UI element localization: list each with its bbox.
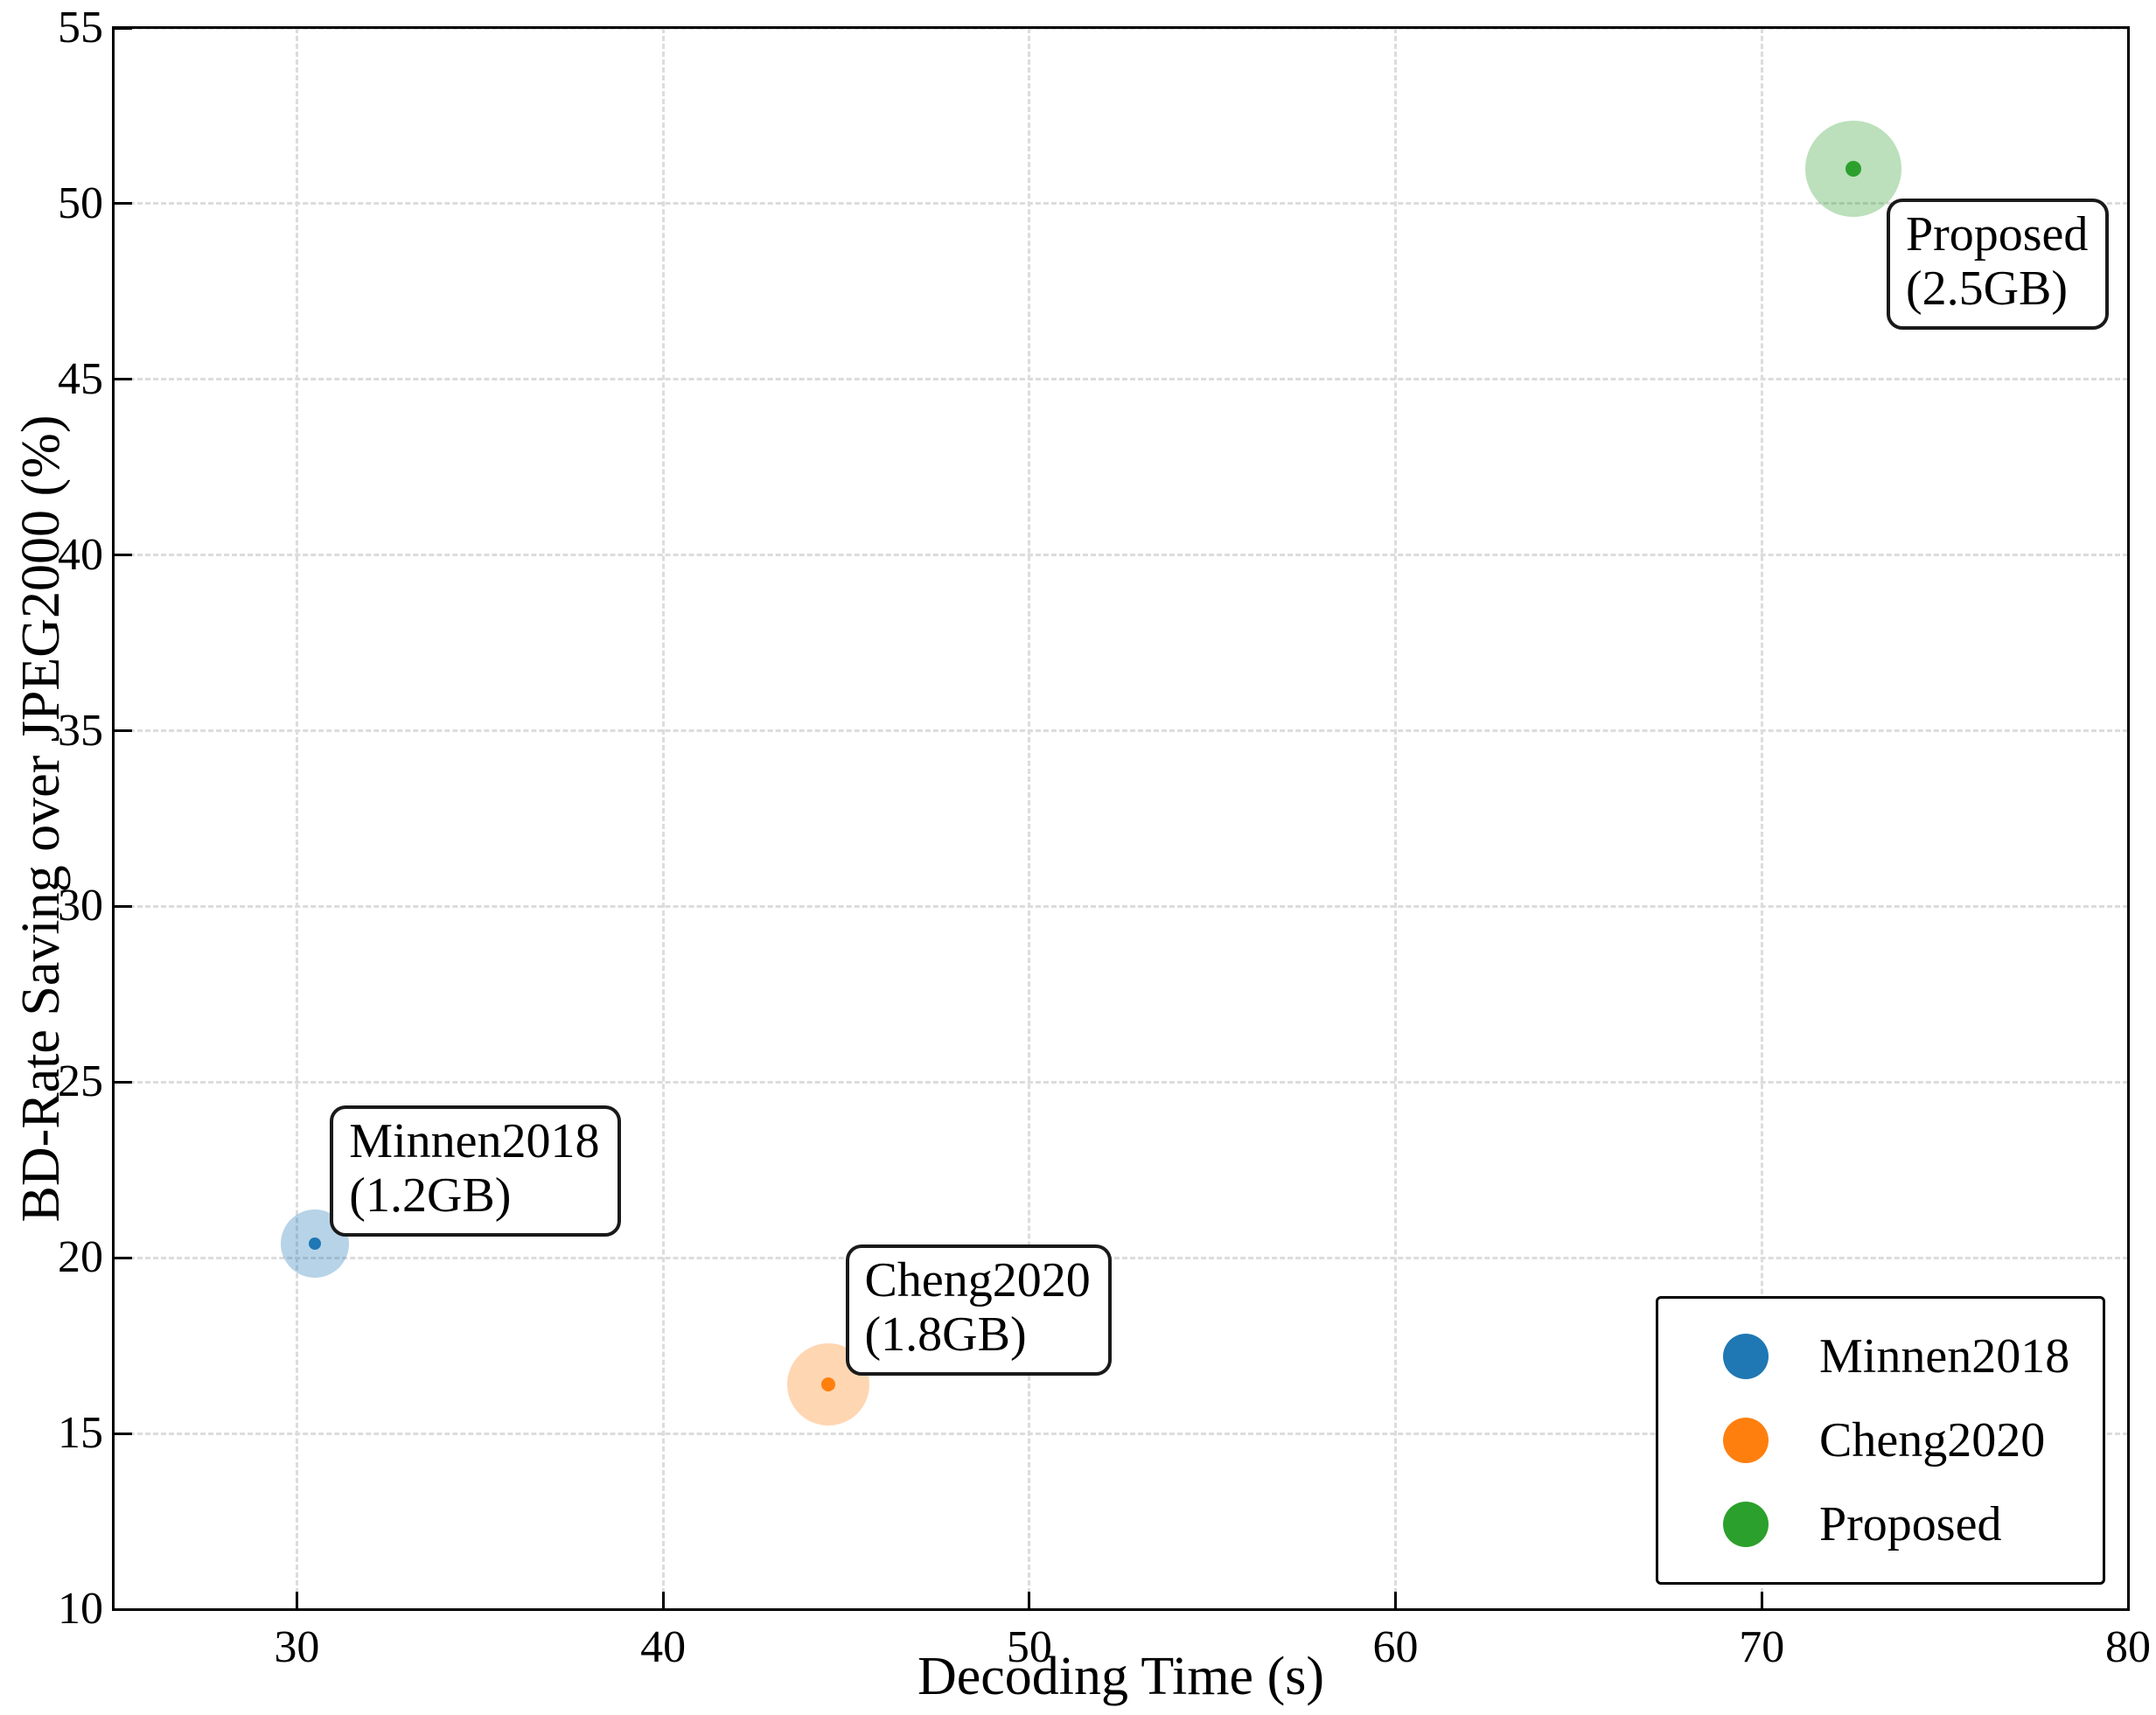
plot-area [112, 26, 2130, 1611]
y-axis-title: BD-Rate Saving over JPEG2000 (%) [11, 415, 71, 1223]
x-axis-title: Decoding Time (s) [918, 1647, 1324, 1706]
